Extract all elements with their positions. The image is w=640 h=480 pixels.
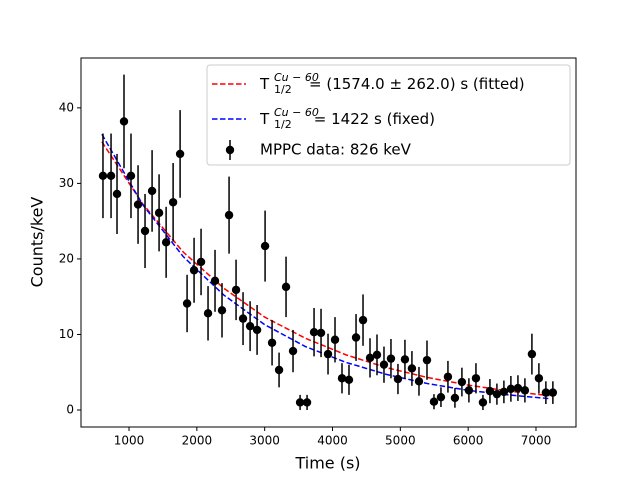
data-point [245, 321, 255, 331]
y-tick-label: 0 [66, 403, 74, 417]
data-point [429, 397, 439, 406]
data-point [330, 335, 340, 344]
data-point [443, 372, 453, 381]
data-point [358, 315, 368, 325]
y-tick-label: 10 [59, 327, 74, 341]
legend-marker [225, 145, 235, 155]
data-point [436, 392, 446, 402]
x-tick-label: 4000 [317, 434, 348, 448]
data-point [196, 257, 206, 267]
data-point [450, 393, 460, 403]
y-tick-label: 40 [59, 100, 74, 114]
x-tick-label: 1000 [114, 434, 145, 448]
data-point [203, 309, 213, 318]
data-point [281, 282, 291, 292]
data-point [464, 386, 474, 395]
data-point [309, 328, 319, 337]
data-point [400, 355, 410, 364]
x-tick-label: 7000 [521, 434, 552, 448]
data-point [147, 186, 157, 196]
data-point [457, 377, 467, 387]
x-tick-label: 2000 [182, 434, 213, 448]
data-point [175, 149, 185, 159]
x-tick-label: 6000 [453, 434, 484, 448]
data-point [520, 386, 530, 395]
x-tick-label: 5000 [385, 434, 416, 448]
data-point [414, 377, 424, 386]
data-point [260, 241, 270, 251]
data-point [252, 325, 262, 335]
data-point [210, 276, 220, 286]
data-point [471, 374, 481, 383]
legend-label: T Cu − 60 1/2 = 1422 s (fixed) [259, 106, 435, 131]
data-point [323, 349, 333, 359]
data-point [372, 350, 382, 360]
data-point [541, 388, 551, 397]
y-tick-label: 30 [59, 176, 74, 190]
data-point [274, 365, 284, 375]
plot-area [98, 74, 558, 411]
data-point [302, 398, 312, 407]
data-point [224, 210, 234, 220]
data-point [337, 374, 347, 383]
data-point [492, 389, 502, 399]
data-point [267, 338, 277, 347]
data-point [126, 171, 136, 181]
data-point [407, 364, 417, 373]
data-point [133, 200, 143, 209]
x-axis-label: Time (s) [294, 454, 360, 473]
data-point [161, 238, 171, 247]
data-point [140, 226, 150, 236]
legend-box [206, 64, 571, 166]
data-point [485, 386, 495, 396]
fit-line [101, 141, 550, 397]
data-point [295, 398, 305, 407]
data-point [182, 299, 192, 308]
data-point [168, 198, 178, 207]
data-point [238, 314, 248, 323]
data-point [393, 374, 403, 384]
data-point [288, 346, 298, 356]
data-point [154, 208, 164, 218]
legend-label: MPPC data: 826 keV [260, 141, 412, 159]
data-point [478, 398, 488, 407]
x-tick-label: 3000 [249, 434, 280, 448]
data-point [231, 285, 241, 295]
y-axis-label: Counts/keV [28, 197, 47, 288]
data-point [499, 387, 509, 397]
data-point [534, 374, 544, 383]
data-point [112, 189, 122, 199]
data-point [513, 383, 523, 393]
data-point [217, 306, 227, 315]
data-point [379, 360, 389, 369]
legend-label: T Cu − 60 1/2 = (1574.0 ± 262.0) s (fitted… [259, 71, 525, 96]
data-point [506, 384, 516, 394]
data-point [344, 375, 354, 384]
data-point [365, 353, 375, 363]
data-point [106, 171, 116, 181]
data-point [119, 117, 129, 126]
axes-frame [80, 57, 577, 428]
data-point [316, 328, 326, 338]
data-point [422, 355, 432, 365]
y-tick-label: 20 [59, 251, 74, 265]
data-point [351, 333, 361, 342]
data-point [189, 266, 199, 275]
data-point [548, 388, 558, 397]
data-point [527, 349, 537, 359]
data-point [98, 171, 108, 181]
data-point [386, 354, 396, 363]
